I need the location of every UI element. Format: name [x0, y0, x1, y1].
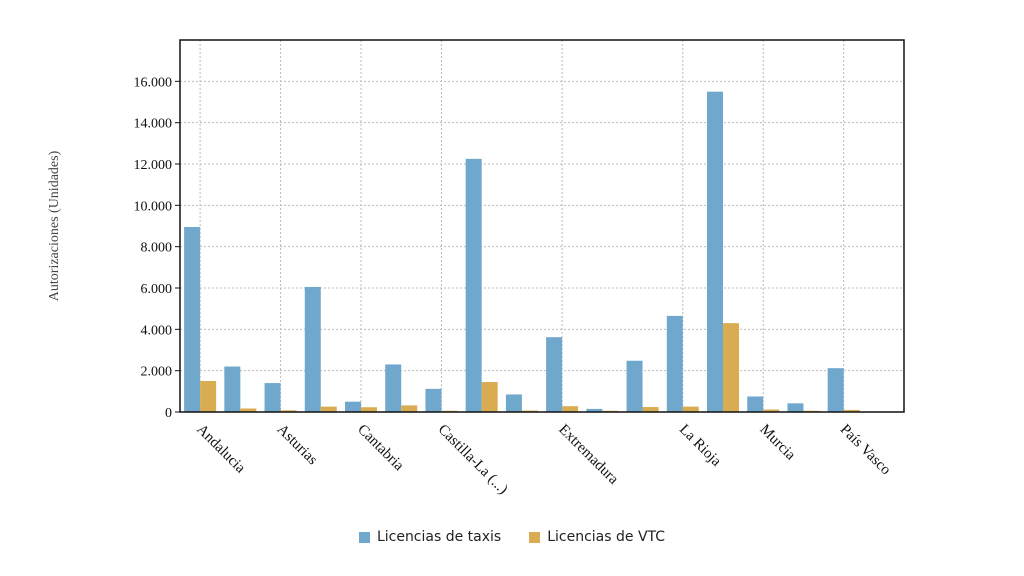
y-tick-label: 12.000: [134, 158, 173, 173]
bar-vtc[interactable]: [843, 409, 860, 412]
bar-vtc[interactable]: [682, 406, 699, 412]
bar-vtc[interactable]: [481, 382, 498, 412]
x-tick-label: País Vasco: [837, 422, 894, 479]
legend: Licencias de taxis Licencias de VTC: [0, 529, 1024, 545]
x-axis-ticks: Andalucia Asturias Cantabria Castilla-La (.…: [193, 422, 893, 498]
legend-label-taxis: Licencias de taxis: [376, 529, 502, 545]
legend-swatch-vtc: [529, 531, 541, 543]
bar-taxis[interactable]: [586, 408, 603, 412]
x-tick-label: Murcia: [756, 422, 798, 464]
bar-vtc[interactable]: [280, 410, 297, 412]
bar-vtc[interactable]: [240, 408, 257, 412]
bar-vtc[interactable]: [320, 406, 337, 412]
y-tick-label: 10.000: [134, 199, 173, 214]
y-axis-ticks: 0 2.000 4.000 6.000 8.000 10.000 12.000 14.000 1…: [134, 75, 180, 421]
bar-vtc[interactable]: [361, 407, 377, 412]
bar-taxis[interactable]: [345, 401, 361, 412]
plot-frame: [179, 39, 905, 413]
bar-taxis[interactable]: [465, 158, 482, 412]
bar-taxis[interactable]: [666, 315, 683, 412]
x-tick-label: Castilla-La (...): [435, 422, 511, 498]
y-tick-label: 16.000: [134, 75, 173, 90]
legend-swatch-taxis: [358, 531, 370, 543]
legend-item-taxis[interactable]: Licencias de taxis: [358, 529, 502, 545]
x-tick-label: La Rioja: [676, 422, 724, 470]
bar-vtc[interactable]: [200, 381, 217, 412]
y-tick-label: 0: [165, 406, 172, 421]
bar-taxis[interactable]: [505, 394, 522, 412]
bar-taxis[interactable]: [787, 403, 804, 412]
legend-item-vtc[interactable]: Licencias de VTC: [529, 529, 665, 545]
bar-taxis[interactable]: [304, 286, 321, 412]
bar-vtc[interactable]: [562, 406, 579, 412]
legend-label-vtc: Licencias de VTC: [547, 529, 666, 545]
y-tick-label: 8.000: [141, 241, 173, 256]
bar-taxis[interactable]: [827, 368, 844, 412]
bar-vtc[interactable]: [401, 405, 418, 412]
y-tick-label: 6.000: [141, 282, 173, 297]
bar-taxis[interactable]: [626, 360, 643, 412]
bar-vtc[interactable]: [723, 323, 739, 412]
y-tick-label: 14.000: [134, 117, 173, 132]
y-tick-label: 2.000: [141, 365, 173, 380]
bar-taxis[interactable]: [184, 227, 201, 412]
x-tick-label: Asturias: [274, 422, 321, 469]
bars-group: [184, 91, 860, 413]
grid-lines: [180, 40, 904, 412]
bar-taxis[interactable]: [425, 388, 442, 412]
bar-taxis[interactable]: [747, 396, 764, 413]
bar-taxis[interactable]: [224, 366, 241, 412]
y-axis-label: Autorizaciones (Unidades): [47, 150, 62, 301]
bar-vtc[interactable]: [763, 409, 780, 412]
x-tick-label: Cantabria: [354, 422, 407, 475]
bar-taxis[interactable]: [264, 383, 281, 412]
bar-taxis[interactable]: [385, 364, 402, 412]
bar-vtc[interactable]: [642, 407, 659, 412]
x-tick-label: Andalucia: [193, 422, 248, 477]
bar-taxis[interactable]: [707, 91, 723, 413]
x-tick-label: Extremadura: [555, 422, 621, 488]
y-tick-label: 4.000: [141, 323, 173, 338]
bar-taxis[interactable]: [546, 337, 563, 412]
